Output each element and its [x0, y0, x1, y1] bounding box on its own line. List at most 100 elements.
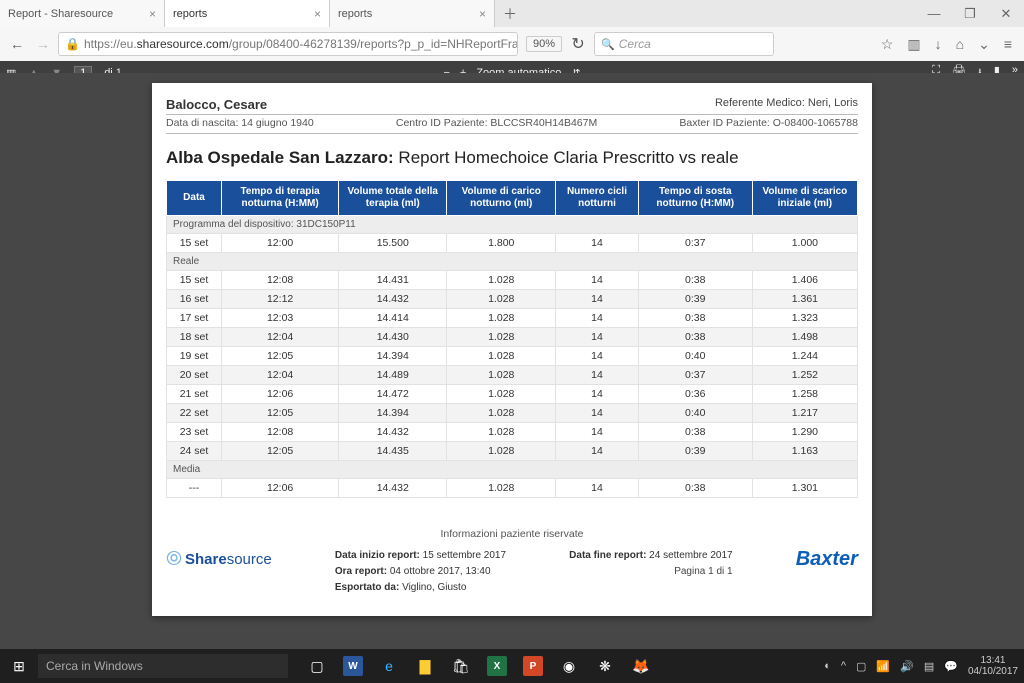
col-header: Tempo di sosta notturno (H:MM) — [638, 181, 752, 216]
table-row: 17 set12:0314.4141.028140:381.323 — [167, 309, 858, 328]
back-button[interactable]: ← — [6, 33, 28, 55]
language-icon[interactable]: ▤ — [924, 660, 934, 673]
table-cell: 0:38 — [638, 328, 752, 347]
close-icon[interactable]: × — [145, 7, 160, 21]
download-icon[interactable]: ↓ — [935, 36, 942, 53]
reload-icon[interactable]: ↻ — [566, 34, 590, 54]
browser-tab[interactable]: Report - Sharesource × — [0, 0, 165, 27]
table-cell: 0:39 — [638, 290, 752, 309]
sound-icon[interactable]: 🔊 — [900, 660, 914, 673]
taskbar-apps: ▢ W e ▇ 🛍 X P ◉ ❋ 🦊 — [300, 649, 658, 683]
table-cell: 14 — [556, 234, 639, 253]
section-label: Reale — [167, 253, 858, 271]
section-label: Programma del dispositivo: 31DC150P11 — [167, 216, 858, 234]
zoom-level[interactable]: 90% — [526, 36, 562, 52]
url-bar[interactable]: 🔒 https://eu.sharesource.com/group/08400… — [58, 32, 518, 56]
col-header: Tempo di terapia notturna (H:MM) — [222, 181, 339, 216]
table-cell: 0:38 — [638, 271, 752, 290]
table-cell: 14 — [556, 366, 639, 385]
report-title: Alba Ospedale San Lazzaro: Report Homech… — [166, 148, 858, 168]
col-header: Numero cicli notturni — [556, 181, 639, 216]
minimize-icon[interactable]: — — [916, 0, 952, 27]
table-cell: 1.000 — [752, 234, 857, 253]
close-icon[interactable]: × — [310, 7, 325, 21]
page-number: Pagina 1 di 1 — [569, 564, 732, 580]
library-icon[interactable]: ▥ — [907, 36, 920, 53]
network-icon[interactable]: ▢ — [856, 660, 866, 673]
close-window-icon[interactable]: ✕ — [988, 0, 1024, 27]
home-icon[interactable]: ⌂ — [956, 36, 964, 53]
table-row: 21 set12:0614.4721.028140:361.258 — [167, 385, 858, 404]
table-cell: 0:40 — [638, 347, 752, 366]
start-value: 15 settembre 2017 — [420, 550, 506, 561]
table-cell: 14.432 — [339, 479, 447, 498]
clock[interactable]: 13:41 04/10/2017 — [968, 655, 1018, 677]
table-cell: 12:03 — [222, 309, 339, 328]
sharesource-logo: ⦾ Sharesource — [166, 548, 272, 571]
pdf-viewport[interactable]: Balocco, Cesare Referente Medico: Neri, … — [0, 73, 1024, 649]
firefox-icon[interactable]: 🦊 — [624, 649, 658, 683]
chrome-icon[interactable]: ◉ — [552, 649, 586, 683]
taskbar-search-placeholder: Cerca in Windows — [46, 659, 143, 673]
end-label: Data fine report: — [569, 550, 646, 561]
forward-button[interactable]: → — [32, 33, 54, 55]
explorer-icon[interactable]: ▇ — [408, 649, 442, 683]
browser-tab[interactable]: reports × — [330, 0, 495, 27]
close-icon[interactable]: × — [475, 7, 490, 21]
dob: Data di nascita: 14 giugno 1940 — [166, 117, 314, 129]
chevron-up-icon[interactable]: ^ — [841, 660, 846, 672]
excel-icon[interactable]: X — [480, 649, 514, 683]
table-row: 15 set12:0015.5001.800140:371.000 — [167, 234, 858, 253]
clock-time: 13:41 — [968, 655, 1018, 666]
start-button[interactable]: ⊞ — [0, 649, 38, 683]
table-cell: 0:37 — [638, 234, 752, 253]
table-row: 23 set12:0814.4321.028140:381.290 — [167, 423, 858, 442]
browser-right-icons: ☆ ▥ ↓ ⌂ ⌄ ≡ — [881, 36, 1018, 53]
table-cell: 1.028 — [447, 423, 556, 442]
browser-chrome: Report - Sharesource × reports × reports… — [0, 0, 1024, 73]
table-cell: 19 set — [167, 347, 222, 366]
browser-tab-active[interactable]: reports × — [165, 0, 330, 27]
tray-icon[interactable]: ◐ — [824, 660, 831, 672]
table-cell: 20 set — [167, 366, 222, 385]
table-cell: 12:06 — [222, 385, 339, 404]
table-cell: 14 — [556, 423, 639, 442]
maximize-icon[interactable]: ❐ — [952, 0, 988, 27]
table-cell: 12:00 — [222, 234, 339, 253]
powerpoint-icon[interactable]: P — [516, 649, 550, 683]
table-cell: 14.432 — [339, 290, 447, 309]
table-cell: 12:05 — [222, 442, 339, 461]
reserved-label: Informazioni paziente riservate — [166, 528, 858, 540]
table-row: 16 set12:1214.4321.028140:391.361 — [167, 290, 858, 309]
action-center-icon[interactable]: 💬 — [944, 660, 958, 673]
new-tab-button[interactable]: ＋ — [495, 0, 525, 27]
table-row: 24 set12:0514.4351.028140:391.163 — [167, 442, 858, 461]
pdf-page: Balocco, Cesare Referente Medico: Neri, … — [152, 83, 872, 616]
table-cell: 1.028 — [447, 309, 556, 328]
url-bar-row: ← → 🔒 https://eu.sharesource.com/group/0… — [0, 27, 1024, 61]
word-icon[interactable]: W — [336, 649, 370, 683]
search-bar[interactable]: Cerca — [594, 32, 774, 56]
table-cell: 14.472 — [339, 385, 447, 404]
table-cell: 14.432 — [339, 423, 447, 442]
wifi-icon[interactable]: 📶 — [876, 660, 890, 673]
table-cell: 14 — [556, 347, 639, 366]
edge-icon[interactable]: e — [372, 649, 406, 683]
table-cell: 0:38 — [638, 479, 752, 498]
table-cell: 1.361 — [752, 290, 857, 309]
table-cell: 0:37 — [638, 366, 752, 385]
table-cell: 17 set — [167, 309, 222, 328]
pocket-icon[interactable]: ⌄ — [978, 36, 990, 53]
table-cell: 1.028 — [447, 328, 556, 347]
exported-label: Esportato da: — [335, 582, 399, 593]
table-cell: 16 set — [167, 290, 222, 309]
tab-title: reports — [338, 8, 372, 20]
star-icon[interactable]: ☆ — [881, 36, 894, 53]
menu-icon[interactable]: ≡ — [1004, 36, 1012, 53]
table-cell: 18 set — [167, 328, 222, 347]
app-icon[interactable]: ❋ — [588, 649, 622, 683]
store-icon[interactable]: 🛍 — [444, 649, 478, 683]
task-view-icon[interactable]: ▢ — [300, 649, 334, 683]
taskbar-search[interactable]: Cerca in Windows — [38, 654, 288, 678]
table-cell: 12:08 — [222, 423, 339, 442]
